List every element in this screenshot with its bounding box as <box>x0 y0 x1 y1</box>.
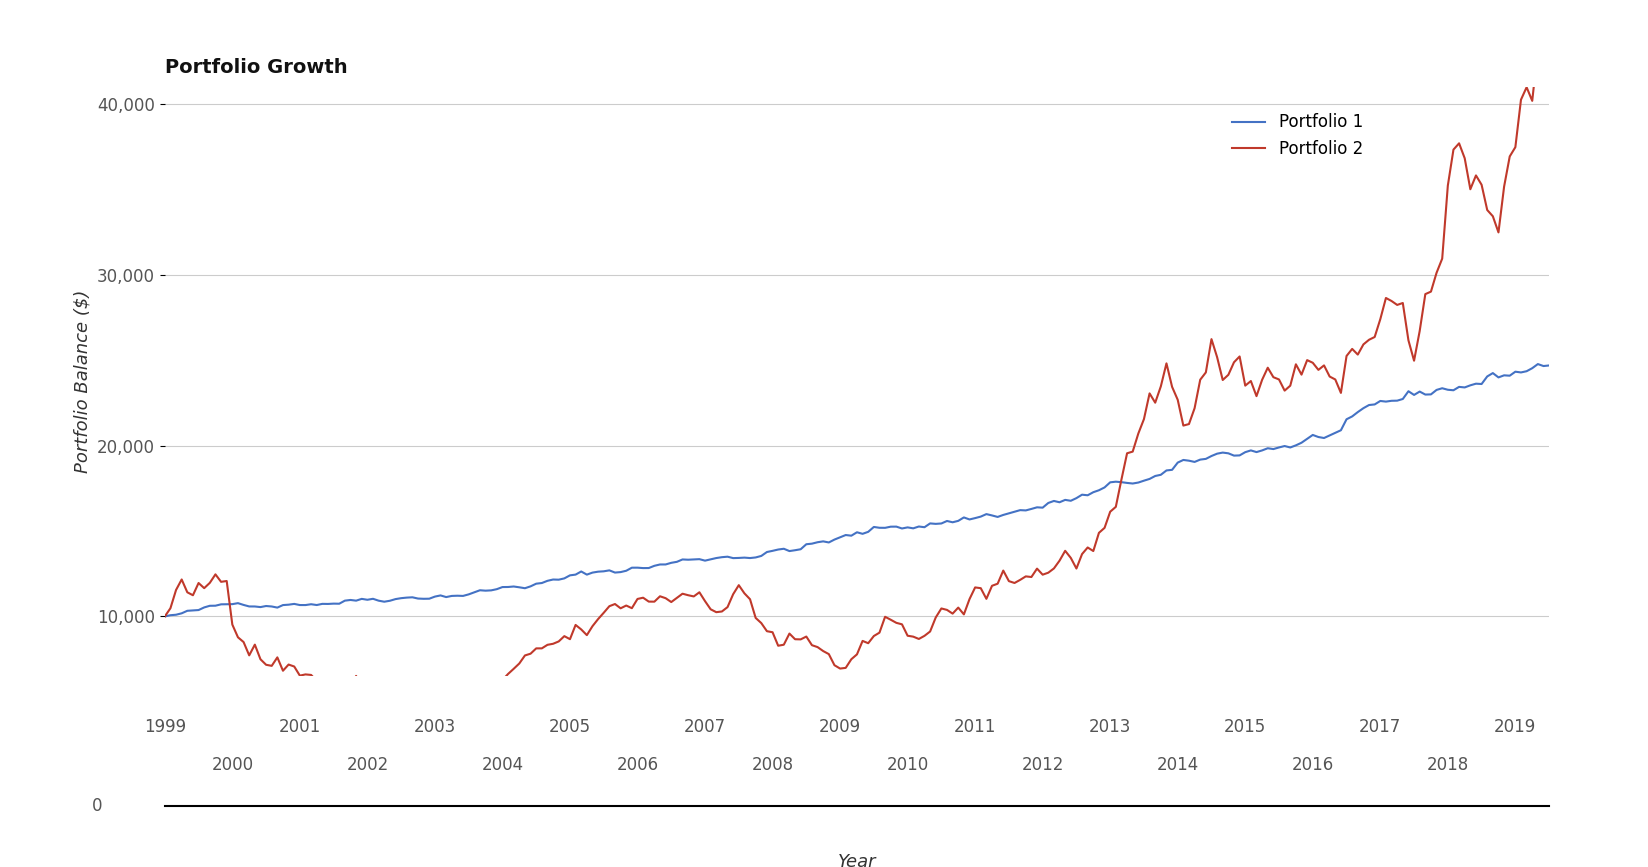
Text: 2011: 2011 <box>954 718 997 735</box>
Text: Year: Year <box>837 853 877 867</box>
Portfolio 2 <box>183 590 203 601</box>
Text: 2019: 2019 <box>1495 718 1536 735</box>
Text: Portfolio Growth: Portfolio Growth <box>165 58 348 77</box>
Text: 1999: 1999 <box>143 718 186 735</box>
Text: 2005: 2005 <box>549 718 592 735</box>
Text: 2007: 2007 <box>684 718 727 735</box>
Text: 2000: 2000 <box>211 756 254 774</box>
Portfolio 2 <box>409 704 428 714</box>
Portfolio 1 <box>1567 353 1587 363</box>
Portfolio 2 <box>1061 552 1081 563</box>
Text: 2010: 2010 <box>887 756 929 774</box>
Text: 2008: 2008 <box>751 756 794 774</box>
Legend: Portfolio 1, Portfolio 2: Portfolio 1, Portfolio 2 <box>1224 107 1369 165</box>
Portfolio 1 <box>577 570 597 580</box>
Portfolio 1 <box>1562 351 1582 362</box>
Text: 2004: 2004 <box>481 756 524 774</box>
Y-axis label: Portfolio Balance ($): Portfolio Balance ($) <box>74 290 92 473</box>
Portfolio 1 <box>155 611 175 622</box>
Portfolio 2 <box>1539 36 1559 47</box>
Line: Portfolio 1: Portfolio 1 <box>165 356 1577 616</box>
Text: 2012: 2012 <box>1022 756 1065 774</box>
Portfolio 2 <box>155 611 175 622</box>
Line: Portfolio 2: Portfolio 2 <box>165 0 1577 709</box>
Portfolio 1 <box>1534 361 1554 371</box>
Text: 2009: 2009 <box>819 718 862 735</box>
Portfolio 2 <box>1280 381 1300 391</box>
Text: 2006: 2006 <box>616 756 659 774</box>
Text: 2018: 2018 <box>1427 756 1468 774</box>
Text: 0: 0 <box>92 797 102 815</box>
Text: 2001: 2001 <box>279 718 321 735</box>
Portfolio 1 <box>1276 440 1295 451</box>
Portfolio 1 <box>1055 495 1074 505</box>
Portfolio 2 <box>1150 381 1170 392</box>
Text: 2016: 2016 <box>1292 756 1333 774</box>
Text: 2014: 2014 <box>1157 756 1198 774</box>
Text: 2003: 2003 <box>414 718 456 735</box>
Portfolio 1 <box>1145 471 1165 481</box>
Text: 2017: 2017 <box>1360 718 1401 735</box>
Text: 2002: 2002 <box>346 756 389 774</box>
Portfolio 1 <box>183 605 203 616</box>
Text: 2015: 2015 <box>1224 718 1266 735</box>
Text: 2013: 2013 <box>1089 718 1132 735</box>
Portfolio 2 <box>583 621 603 631</box>
